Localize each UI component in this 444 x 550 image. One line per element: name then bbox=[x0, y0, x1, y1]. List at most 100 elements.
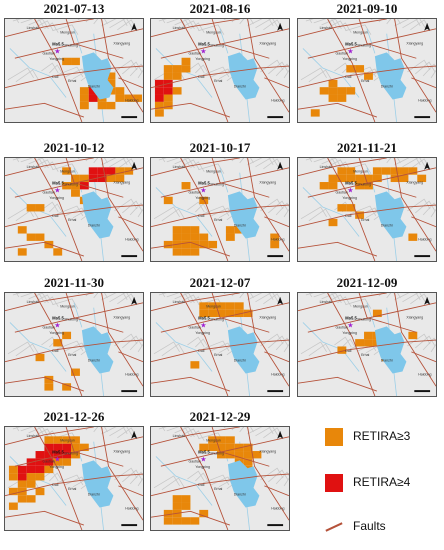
fault-line bbox=[160, 167, 289, 198]
terrain-ridge bbox=[57, 66, 84, 78]
retira3-cell bbox=[208, 436, 218, 444]
place-label: Dali bbox=[52, 483, 58, 487]
terrain-ridge bbox=[20, 19, 44, 28]
place-label: Shuilong bbox=[210, 451, 224, 455]
terrain-ridge bbox=[174, 19, 195, 30]
place-label: Erhai bbox=[68, 79, 76, 83]
terrain-ridge bbox=[195, 203, 210, 215]
retira3-cell bbox=[208, 240, 218, 249]
place-label: Gaotian bbox=[42, 459, 54, 463]
place-label: Dianzhi bbox=[381, 224, 393, 228]
fault-line bbox=[358, 158, 417, 198]
terrain-ridge bbox=[239, 293, 254, 299]
fault-line bbox=[358, 19, 417, 59]
retira3-cell bbox=[346, 87, 356, 95]
magnitude-label: Ms5.5 bbox=[345, 180, 357, 185]
retira3-cell bbox=[71, 368, 80, 376]
place-label: Xiangyang bbox=[406, 42, 423, 46]
fault-line bbox=[298, 376, 378, 392]
place-label: Xiangyang bbox=[259, 316, 276, 320]
map-panel: Linshan Mengcun Yongping Shuilong Gaotian Xia… bbox=[4, 18, 144, 123]
place-label: Mengcun bbox=[206, 170, 221, 174]
terrain-ridge bbox=[15, 69, 39, 83]
erhai-lake bbox=[374, 326, 407, 374]
fault-line bbox=[34, 427, 83, 530]
place-label: Gaotian bbox=[188, 190, 200, 194]
terrain-ridge bbox=[415, 61, 436, 75]
retira4-cell bbox=[62, 443, 72, 452]
terrain-ridge bbox=[300, 67, 327, 81]
fault-line bbox=[298, 293, 387, 312]
fault-line bbox=[394, 293, 436, 387]
terrain-ridge bbox=[122, 335, 143, 349]
place-label: Linshan bbox=[320, 26, 332, 30]
fault-line bbox=[307, 302, 436, 333]
terrain-background bbox=[298, 19, 436, 122]
terrain-ridge bbox=[386, 293, 401, 299]
fault-line bbox=[34, 19, 83, 122]
place-label: Erhai bbox=[214, 79, 222, 83]
fault-line bbox=[151, 65, 289, 89]
retira3-cell bbox=[62, 331, 72, 340]
place-label: Yongping bbox=[49, 465, 64, 469]
retira3-cell bbox=[234, 451, 244, 459]
terrain-ridge bbox=[182, 159, 200, 170]
terrain-ridge bbox=[41, 62, 59, 74]
fault-line bbox=[394, 158, 436, 252]
place-label: Haidong bbox=[125, 98, 138, 102]
epicenter-star-icon: ★ bbox=[200, 321, 206, 329]
place-label: Linshan bbox=[173, 434, 185, 438]
river-line bbox=[73, 28, 83, 54]
retira3-cell bbox=[408, 233, 418, 241]
fault-line bbox=[180, 293, 229, 396]
map-canvas: Linshan Mengcun Yongping Shuilong Gaotian Xia… bbox=[151, 293, 289, 396]
terrain-ridge bbox=[187, 470, 205, 482]
terrain-ridge bbox=[28, 19, 49, 30]
terrain-ridge bbox=[187, 62, 205, 74]
retira4-cell bbox=[88, 174, 98, 183]
retira3-cell bbox=[217, 302, 226, 310]
place-label: Gaotian bbox=[335, 325, 347, 329]
terrain-ridge bbox=[174, 158, 195, 169]
fault-line bbox=[264, 77, 289, 89]
fault-line bbox=[298, 19, 387, 38]
map-panel: Linshan Mengcun Yongping Shuilong Gaotian Xia… bbox=[150, 18, 290, 123]
retira3-cell bbox=[408, 167, 418, 175]
retira3-cell bbox=[163, 94, 173, 102]
terrain-ridge bbox=[300, 341, 327, 355]
terrain-ridge bbox=[174, 427, 195, 438]
retira3-cell bbox=[208, 443, 218, 452]
retira3-cell bbox=[208, 309, 218, 318]
river-line bbox=[219, 28, 229, 54]
place-label: Mengcun bbox=[60, 439, 75, 443]
fault-line bbox=[211, 19, 270, 59]
map-canvas: Linshan Mengcun Yongping Shuilong Gaotian Xia… bbox=[298, 158, 436, 261]
retira3-cell bbox=[17, 480, 27, 488]
retira3-cell bbox=[372, 309, 382, 318]
retira3-cell bbox=[270, 233, 280, 241]
terrain-ridge bbox=[300, 206, 327, 220]
terrain-ridge bbox=[109, 427, 133, 437]
place-label: Shuilong bbox=[357, 317, 371, 321]
terrain-ridge bbox=[129, 63, 143, 77]
terrain-ridge bbox=[129, 471, 143, 485]
fault-line bbox=[327, 293, 376, 396]
place-label: Linshan bbox=[27, 26, 39, 30]
magnitude-label: Ms5.5 bbox=[198, 449, 210, 454]
terrain-ridge bbox=[283, 208, 289, 218]
panel-date-label: 2021-11-30 bbox=[44, 275, 104, 290]
legend-swatch-red bbox=[325, 474, 343, 492]
epicenter-star-icon: ★ bbox=[200, 455, 206, 463]
terrain-ridge bbox=[52, 24, 79, 35]
retira3-cell bbox=[172, 72, 182, 80]
fault-line bbox=[298, 65, 436, 89]
retira4-cell bbox=[35, 465, 45, 474]
retira3-cell bbox=[364, 331, 373, 340]
retira4-cell bbox=[44, 451, 54, 459]
north-arrow-icon bbox=[277, 296, 284, 305]
place-label: Mengcun bbox=[206, 31, 221, 35]
retira3-cell bbox=[35, 487, 45, 496]
erhai-lake bbox=[227, 460, 260, 508]
place-label: Mengcun bbox=[60, 170, 75, 174]
place-label: Shuilong bbox=[64, 182, 78, 186]
